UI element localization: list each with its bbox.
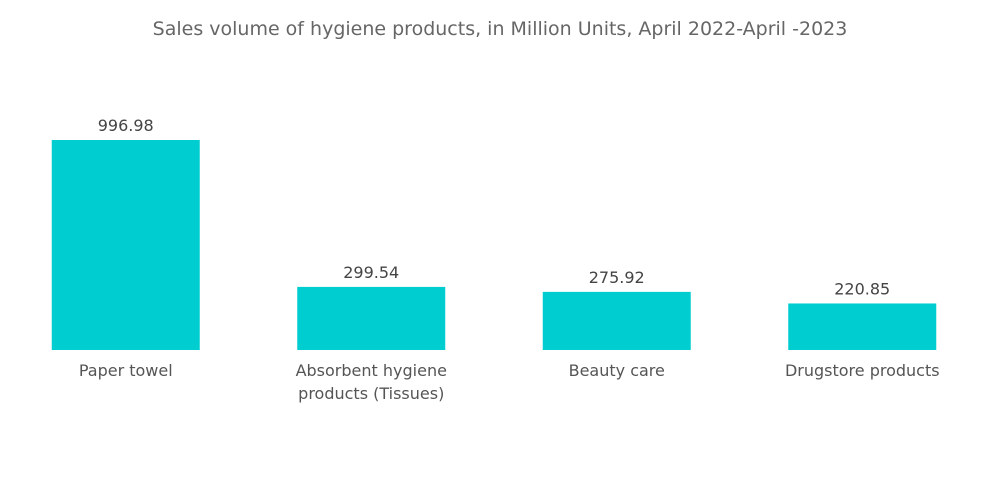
value-label: 299.54 [343, 263, 399, 282]
x-tick-label: Drugstore products [784, 361, 940, 380]
x-tick-label: Absorbent hygiene products (Tissues) [295, 361, 447, 403]
bar [788, 303, 937, 350]
value-label: 996.98 [98, 116, 154, 135]
x-tick-label: Paper towel [78, 361, 173, 380]
value-label: 220.85 [834, 279, 890, 298]
x-tick-label: Beauty care [568, 361, 665, 380]
bar [51, 140, 200, 350]
bar [542, 291, 691, 350]
bar [297, 286, 446, 350]
chart-title: Sales volume of hygiene products, in Mil… [152, 18, 848, 40]
value-label: 275.92 [589, 268, 645, 287]
